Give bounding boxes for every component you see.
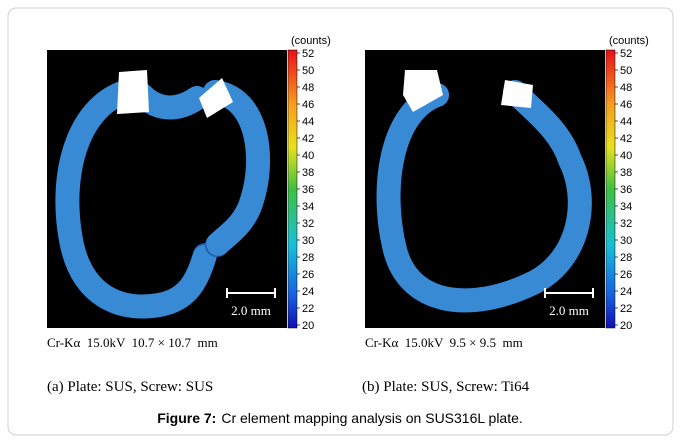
caption-label: Figure 7:: [157, 410, 216, 426]
scale-bar-label: 2.0 mm: [549, 303, 589, 318]
colorbar-tick-label: 36: [620, 184, 632, 196]
colorbar: [605, 49, 616, 329]
plate-speckle: [130, 83, 209, 120]
colorbar-tick-label: 52: [620, 48, 632, 60]
colorbar-tick-label: 26: [302, 269, 314, 281]
acquisition-conditions: Cr-Kα 15.0kV 10.7 × 10.7 mm: [47, 335, 218, 350]
colorbar-tick-label: 34: [302, 201, 314, 213]
plate-speckle: [55, 80, 217, 319]
subfigure-label: (a) Plate: SUS, Screw: SUS: [47, 379, 213, 395]
colorbar-tick-label: 50: [620, 65, 632, 77]
colorbar-unit: (counts): [609, 35, 649, 47]
acquisition-conditions: Cr-Kα 15.0kV 9.5 × 9.5 mm: [365, 335, 523, 350]
panel: 2.0 mm (counts)52 50 48 46 44 42 40 38 36 34 32 30 28…: [362, 35, 649, 395]
colorbar-tick-label: 28: [302, 252, 314, 264]
screw: [403, 70, 443, 112]
colorbar-unit: (counts): [291, 35, 331, 47]
colorbar-tick-label: 48: [302, 82, 314, 94]
colorbar-tick-label: 20: [620, 320, 632, 332]
screw: [199, 78, 233, 118]
scale-bar-label: 2.0 mm: [231, 303, 271, 318]
subfigure-label: (b) Plate: SUS, Screw: Ti64: [362, 379, 530, 395]
colorbar: [287, 49, 298, 329]
element-map: [376, 70, 592, 313]
colorbar-tick-label: 22: [620, 303, 632, 315]
colorbar-tick-label: 48: [620, 82, 632, 94]
colorbar-tick-label: 24: [302, 286, 314, 298]
panel: 2.0 mm (counts)52 50 48 46 44 42 40 38 36 34 32 30 28…: [47, 35, 331, 395]
colorbar-tick-label: 32: [302, 218, 314, 230]
colorbar-tick-label: 46: [302, 99, 314, 111]
colorbar-tick-label: 44: [302, 116, 314, 128]
colorbar-tick-label: 44: [620, 116, 632, 128]
colorbar-tick-label: 22: [302, 303, 314, 315]
colorbar-tick-label: 28: [620, 252, 632, 264]
figure-caption: Figure 7: Cr element mapping analysis on …: [157, 410, 523, 426]
colorbar-tick-label: 34: [620, 201, 632, 213]
caption-text: Cr element mapping analysis on SUS316L p…: [221, 410, 522, 426]
colorbar-tick-label: 40: [302, 150, 314, 162]
element-map: [55, 70, 271, 319]
colorbar-tick-label: 30: [620, 235, 632, 247]
colorbar-tick-label: 26: [620, 269, 632, 281]
plate-speckle: [203, 80, 271, 257]
colorbar-tick-label: 24: [620, 286, 632, 298]
colorbar-tick-label: 50: [302, 65, 314, 77]
colorbar-tick-label: 30: [302, 235, 314, 247]
plate-speckle: [376, 80, 592, 313]
colorbar-tick-label: 20: [302, 320, 314, 332]
screw: [117, 70, 149, 114]
colorbar-tick-label: 38: [620, 167, 632, 179]
colorbar-tick-label: 32: [620, 218, 632, 230]
colorbar-tick-label: 42: [302, 133, 314, 145]
colorbar-tick-label: 40: [620, 150, 632, 162]
colorbar-tick-label: 42: [620, 133, 632, 145]
screw: [501, 80, 533, 108]
colorbar-tick-label: 46: [620, 99, 632, 111]
colorbar-tick-label: 38: [302, 167, 314, 179]
colorbar-tick-label: 36: [302, 184, 314, 196]
colorbar-tick-label: 52: [302, 48, 314, 60]
